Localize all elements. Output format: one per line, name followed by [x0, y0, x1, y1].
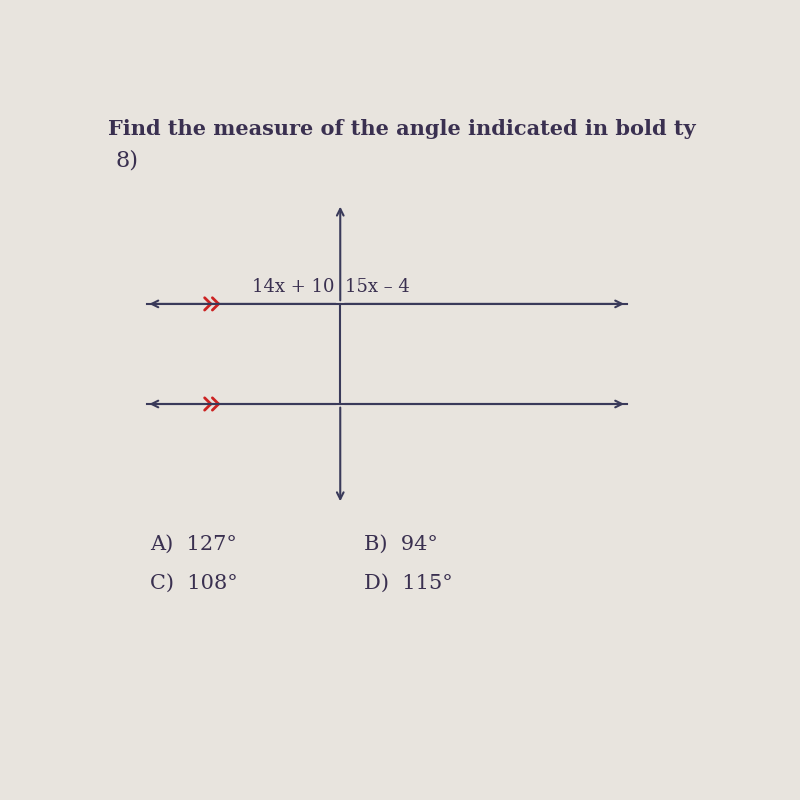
Text: 14x + 10: 14x + 10 — [251, 278, 334, 296]
Text: Find the measure of the angle indicated in bold ty: Find the measure of the angle indicated … — [108, 119, 695, 139]
Text: C)  108°: C) 108° — [150, 574, 238, 592]
Text: 8): 8) — [115, 150, 138, 172]
Text: B)  94°: B) 94° — [363, 535, 438, 554]
Text: 15x – 4: 15x – 4 — [345, 278, 410, 296]
Text: A)  127°: A) 127° — [150, 535, 238, 554]
Text: D)  115°: D) 115° — [363, 574, 452, 592]
